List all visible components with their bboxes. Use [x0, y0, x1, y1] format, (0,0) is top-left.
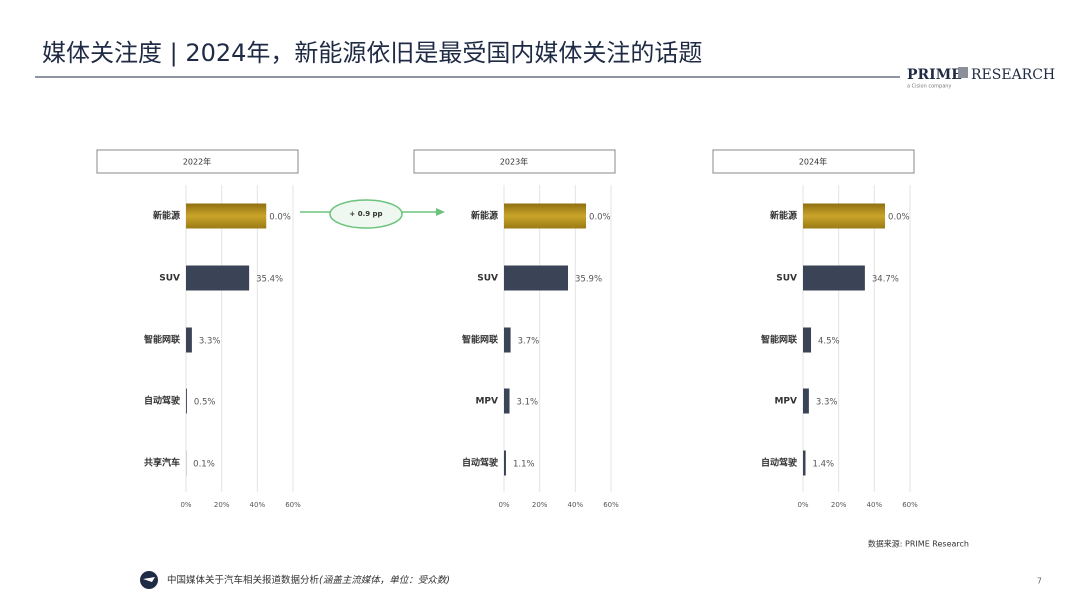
category-label: 自动驾驶	[761, 457, 798, 469]
bar	[504, 450, 506, 476]
bar	[803, 450, 806, 476]
x-tick-label: 60%	[603, 501, 619, 509]
category-label: 自动驾驶	[462, 457, 499, 469]
chart-title-box	[413, 149, 616, 174]
bar	[803, 327, 812, 353]
bar	[803, 203, 886, 229]
x-tick-label: 40%	[250, 501, 266, 509]
value-label: 1.1%	[513, 460, 535, 470]
logo: PRIME	[907, 67, 962, 83]
footer-text: 中国媒体关于汽车相关报道数据分析(涵盖主流媒体，单位：受众数)	[167, 574, 450, 586]
chart-title: 2023年	[500, 157, 528, 167]
value-label: 4.5%	[818, 337, 840, 347]
chart-title-box	[96, 149, 299, 174]
x-tick-label: 0%	[797, 501, 808, 509]
category-label: 新能源	[153, 210, 180, 222]
category-label: SUV	[159, 274, 180, 284]
x-tick-label: 0%	[498, 501, 509, 509]
bar	[803, 265, 865, 291]
chart-title: 2024年	[799, 157, 827, 167]
category-label: 共享汽车	[144, 457, 180, 469]
chart-title-box	[712, 149, 915, 174]
footer-note: (涵盖主流媒体，单位：受众数)	[319, 574, 450, 586]
x-tick-label: 20%	[831, 501, 847, 509]
bar	[803, 388, 809, 414]
category-label: 新能源	[471, 210, 498, 222]
bar	[186, 203, 267, 229]
x-tick-label: 40%	[568, 501, 584, 509]
x-tick-label: 20%	[214, 501, 230, 509]
category-label: MPV	[774, 397, 797, 407]
bar-note: 0.0%	[269, 213, 291, 223]
category-label: 新能源	[770, 210, 797, 222]
bar	[504, 327, 511, 353]
category-label: SUV	[477, 274, 498, 284]
category-label: 智能网联	[761, 334, 798, 346]
slide-title: 媒体关注度 | 2024年，新能源依旧是最受国内媒体关注的话题	[42, 39, 702, 67]
bar	[504, 265, 569, 291]
bar-note: 0.0%	[888, 213, 910, 223]
logo-right: RESEARCH	[971, 67, 1055, 83]
value-label: 34.7%	[872, 275, 899, 285]
bar	[186, 388, 187, 414]
arrow-head	[436, 208, 445, 216]
category-label: SUV	[776, 274, 797, 284]
bar	[504, 203, 587, 229]
source: 数据来源: PRIME Research	[868, 539, 969, 549]
annotation-bubble	[329, 199, 403, 229]
value-label: 0.5%	[194, 398, 216, 408]
logo-icon	[958, 67, 968, 78]
x-tick-label: 60%	[285, 501, 301, 509]
x-tick-label: 40%	[867, 501, 883, 509]
value-label: 3.3%	[816, 398, 838, 408]
value-label: 3.7%	[518, 337, 540, 347]
bar	[186, 327, 192, 353]
value-label: 3.1%	[517, 398, 539, 408]
value-label: 35.4%	[256, 275, 283, 285]
x-tick-label: 20%	[532, 501, 548, 509]
x-tick-label: 0%	[180, 501, 191, 509]
category-label: 智能网联	[144, 334, 181, 346]
value-label: 0.1%	[193, 460, 215, 470]
value-label: 35.9%	[575, 275, 602, 285]
page-number: 7	[1037, 577, 1042, 586]
bar	[186, 265, 250, 291]
footer-icon-mark	[143, 577, 155, 582]
value-label: 3.3%	[199, 337, 221, 347]
x-tick-label: 60%	[902, 501, 918, 509]
bar-note: 0.0%	[589, 213, 611, 223]
bar	[504, 388, 510, 414]
footer-main: 中国媒体关于汽车相关报道数据分析	[167, 574, 320, 586]
annotation: + 0.9 pp	[349, 210, 382, 218]
category-label: 自动驾驶	[144, 395, 181, 407]
chart-title: 2022年	[183, 157, 211, 167]
logo-sub: a Cision company	[907, 84, 951, 90]
category-label: MPV	[475, 397, 498, 407]
category-label: 智能网联	[462, 334, 499, 346]
value-label: 1.4%	[812, 460, 834, 470]
